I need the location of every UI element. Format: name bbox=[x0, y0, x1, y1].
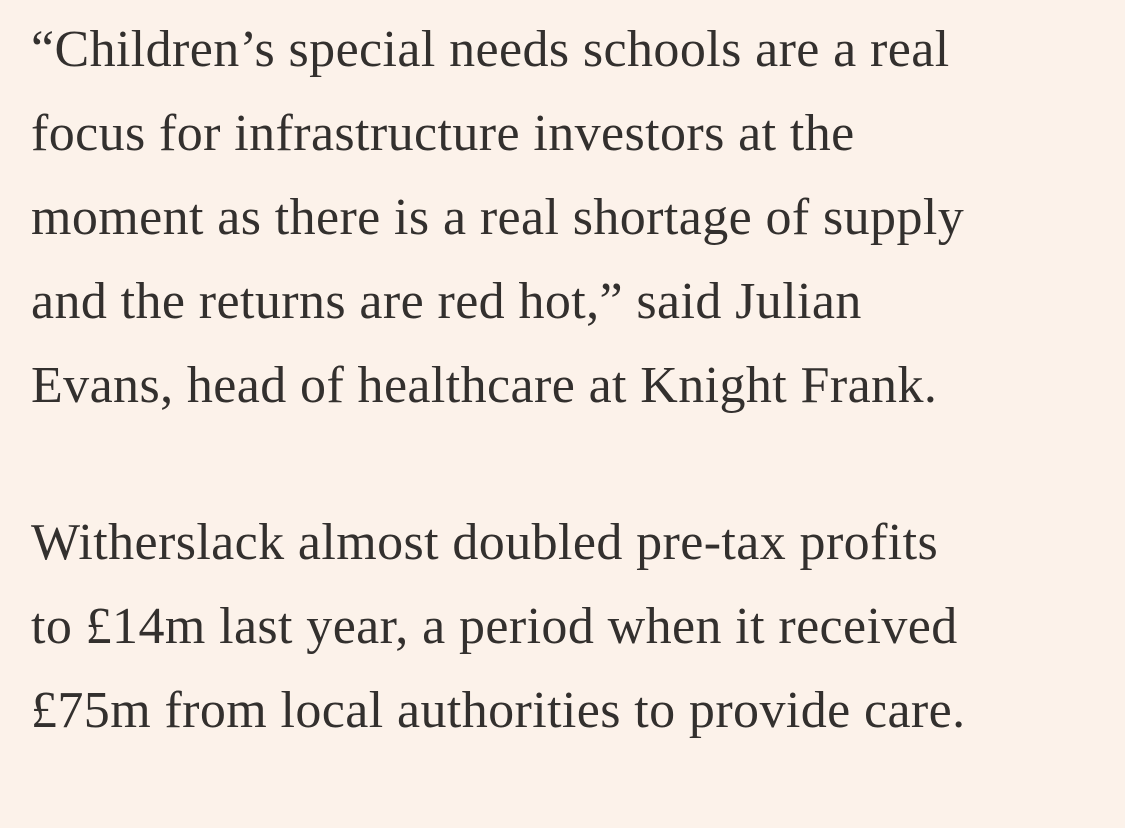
article-body: “Children’s special needs schools are a … bbox=[31, 8, 966, 826]
text-line: “Children’s special needs schools are a … bbox=[31, 21, 950, 78]
text-line: and the returns are red hot,” said Julia… bbox=[31, 273, 862, 330]
paragraph: Witherslack almost doubled pre-tax profi… bbox=[31, 501, 966, 753]
text-line: Evans, head of healthcare at Knight Fran… bbox=[31, 357, 938, 414]
text-line: Witherslack almost doubled pre-tax profi… bbox=[31, 514, 939, 571]
text-line: £75m from local authorities to provide c… bbox=[31, 682, 966, 739]
text-line: to £14m last year, a period when it rece… bbox=[31, 598, 958, 655]
text-line: focus for infrastructure investors at th… bbox=[31, 105, 855, 162]
paragraph: “Children’s special needs schools are a … bbox=[31, 8, 966, 428]
text-line: moment as there is a real shortage of su… bbox=[31, 189, 965, 246]
